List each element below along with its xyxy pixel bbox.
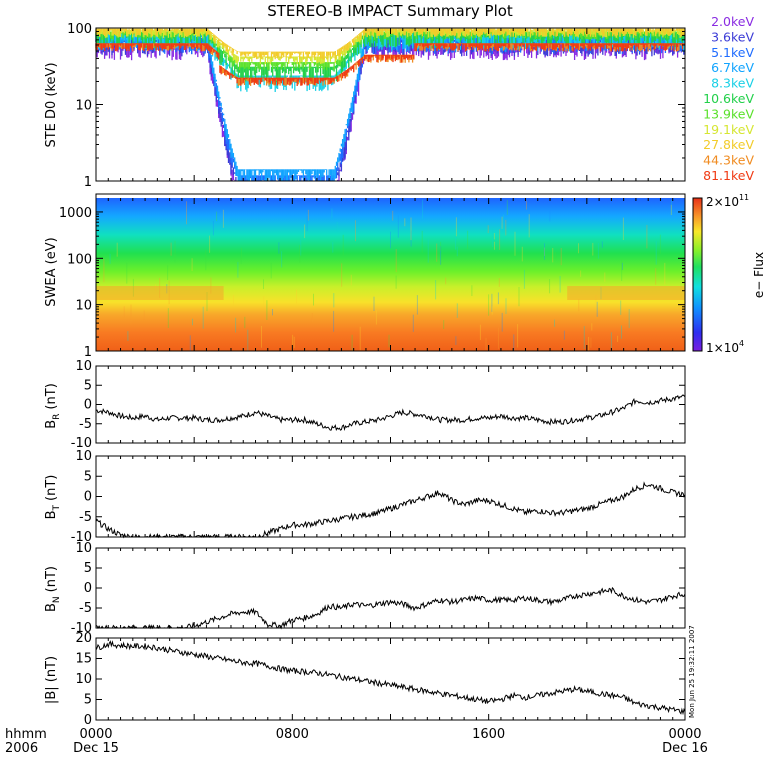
ste-energy-bands	[95, 28, 685, 181]
plot-title: STEREO-B IMPACT Summary Plot	[267, 2, 513, 20]
